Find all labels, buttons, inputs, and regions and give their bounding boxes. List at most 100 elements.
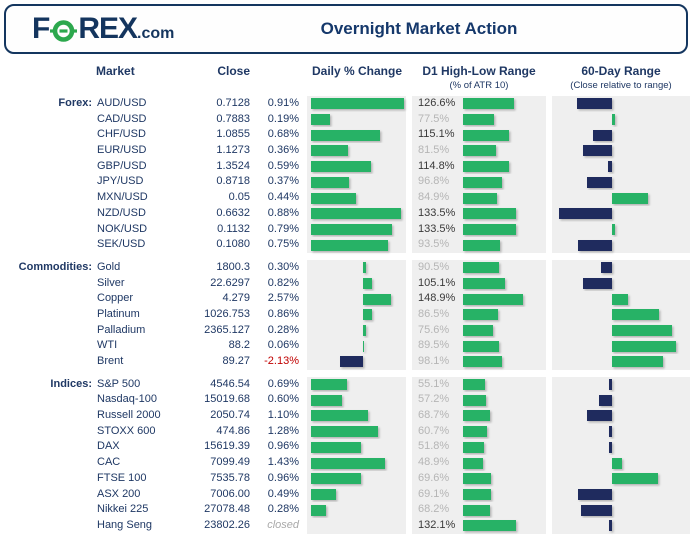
d1-range-value: 126.6% [418, 97, 456, 109]
market-name: CAC [97, 456, 121, 469]
section-label [0, 354, 97, 370]
daily-change-bar [311, 223, 392, 235]
range60-cell [552, 174, 690, 191]
d1-range-value: 81.5% [418, 144, 450, 157]
d1-range-value: 114.8% [418, 159, 455, 172]
spacer [299, 291, 307, 307]
d1-range-cell: 84.9% [412, 190, 546, 206]
d1-range-bar [463, 293, 523, 305]
column-header-market: Market [96, 64, 135, 78]
section-label [0, 127, 97, 143]
d1-range-value: 68.7% [418, 409, 450, 422]
close-value: 89.27 [222, 355, 250, 367]
column-header-60day-range: 60-Day Range [581, 64, 661, 78]
section-label: Indices: [50, 377, 92, 390]
d1-range-cell: 68.2% [412, 502, 546, 518]
close-value: 15019.68 [204, 393, 250, 406]
range60-bar [576, 98, 612, 110]
close-value: 1026.753 [204, 307, 250, 320]
daily-change-bar [311, 410, 369, 422]
column-header-daily-change: Daily % Change [311, 64, 403, 78]
range60-bar [581, 504, 612, 516]
d1-range-cell: 51.8% [412, 439, 546, 456]
close-value: 23802.26 [204, 518, 250, 531]
spacer [299, 392, 307, 408]
range60-bar [612, 457, 623, 469]
range60-bar [612, 293, 628, 305]
market-name: GBP/USD [97, 159, 147, 172]
d1-range-bar [463, 223, 517, 235]
d1-range-cell: 48.9% [412, 455, 546, 471]
d1-range-value: 55.1% [418, 377, 450, 390]
daily-change-cell [307, 259, 406, 276]
market-name: EUR/USD [97, 144, 147, 157]
range60-bar [612, 356, 663, 368]
range60-bar [600, 262, 612, 274]
forex-com-logo[interactable]: F REX .com [32, 12, 174, 46]
range60-bar [612, 325, 673, 337]
section-label [0, 190, 97, 206]
range60-cell [552, 439, 690, 456]
section-label [0, 206, 97, 222]
d1-range-value: 93.5% [418, 238, 450, 251]
d1-range-cell: 115.1% [412, 127, 546, 144]
spacer [299, 260, 307, 276]
spacer [299, 502, 307, 518]
close-value: 4.279 [222, 292, 250, 305]
close-value: 2050.74 [210, 409, 250, 422]
daily-change-bar [311, 504, 326, 516]
d1-range-bar [463, 410, 491, 422]
spacer [299, 471, 307, 487]
d1-range-cell: 133.5% [412, 221, 546, 238]
range60-cell [552, 455, 690, 471]
daily-change-bar [363, 325, 367, 337]
range60-bar [609, 441, 612, 453]
section-forex: Forex: AUD/USD 0.7128 0.91% 126.6% CAD/USD 0.7… [0, 96, 694, 253]
d1-range-value: 148.9% [418, 292, 456, 305]
d1-range-bar [463, 262, 500, 274]
range60-cell [552, 275, 690, 292]
section-label [0, 439, 97, 455]
daily-change-value: 0.96% [267, 440, 299, 453]
daily-change-value: 0.96% [267, 471, 299, 484]
spacer [299, 307, 307, 323]
daily-change-cell [307, 486, 406, 503]
market-name: ASX 200 [97, 487, 141, 500]
range60-bar [612, 192, 648, 204]
spacer [299, 487, 307, 503]
range60-bar [587, 176, 612, 188]
d1-range-cell: 132.1% [412, 517, 546, 534]
d1-range-bar [463, 129, 510, 141]
d1-range-bar [463, 457, 483, 469]
range60-cell [552, 259, 690, 276]
daily-change-bar [311, 379, 347, 391]
d1-range-cell: 69.6% [412, 470, 546, 487]
close-value: 1.3524 [216, 159, 250, 172]
d1-range-bar [463, 520, 516, 532]
spacer [299, 206, 307, 222]
range60-bar [612, 223, 615, 235]
range60-cell [552, 96, 690, 112]
range60-bar [582, 145, 612, 157]
spacer [299, 323, 307, 339]
range60-cell [552, 392, 690, 409]
section-label [0, 237, 97, 253]
daily-change-cell [307, 354, 406, 370]
d1-range-cell: 86.5% [412, 306, 546, 323]
daily-change-cell [307, 237, 406, 253]
close-value: 4546.54 [210, 377, 250, 390]
range60-bar [577, 239, 612, 251]
column-subheader-d1-range: (% of ATR 10) [449, 80, 509, 91]
market-name: Platinum [97, 307, 140, 320]
logo-text-com: .com [137, 24, 175, 42]
section-label [0, 307, 97, 323]
d1-range-cell: 69.1% [412, 486, 546, 503]
d1-range-value: 86.5% [418, 307, 450, 320]
d1-range-cell: 81.5% [412, 143, 546, 159]
daily-change-value: 0.06% [267, 339, 299, 352]
close-value: 0.6632 [216, 206, 250, 219]
market-name: Nasdaq-100 [97, 393, 157, 406]
close-value: 2365.127 [204, 323, 250, 336]
daily-change-cell [307, 205, 406, 222]
daily-change-bar [311, 98, 404, 110]
